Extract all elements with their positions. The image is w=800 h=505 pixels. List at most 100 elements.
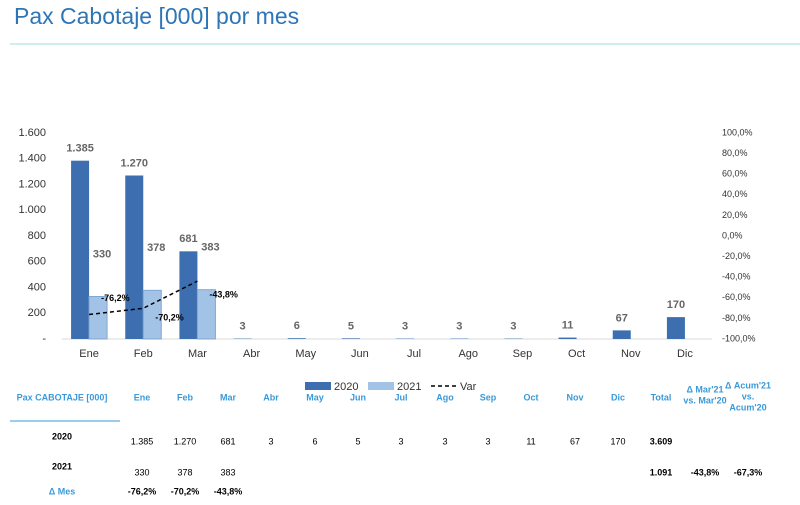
x-tick-label: Jul (407, 348, 421, 360)
legend-swatch (368, 382, 394, 390)
table-header: Oct (523, 392, 538, 402)
y-tick-label: 1.200 (18, 178, 46, 190)
x-tick-label: May (295, 348, 316, 360)
bar (558, 337, 577, 339)
table-cell: -67,3% (734, 467, 763, 477)
table-header: Sep (480, 392, 497, 402)
table-header: Total (651, 392, 672, 402)
table-header: Nov (566, 392, 583, 402)
bar (612, 330, 631, 339)
value-label: 378 (147, 242, 165, 254)
table-header: Jun (350, 392, 366, 402)
legend-label: Var (460, 381, 477, 393)
table-cell: -70,2% (171, 486, 200, 496)
y2-tick-label: 20,0% (722, 210, 748, 220)
table-cell: 3 (268, 436, 273, 446)
legend-label: 2021 (397, 381, 421, 393)
value-label: 11 (562, 319, 574, 331)
table-header: Dic (611, 392, 625, 402)
value-label: 3 (510, 321, 516, 333)
table-header: Acum'20 (729, 402, 766, 412)
table-cell: 6 (312, 436, 317, 446)
value-label: -76,2% (101, 293, 130, 303)
value-label: 170 (667, 299, 685, 311)
table-cell: Δ Mes (49, 486, 75, 496)
y-tick-label: 400 (28, 281, 46, 293)
bar (88, 296, 108, 340)
y2-tick-label: -40,0% (722, 272, 751, 282)
table-cell: -43,8% (214, 486, 243, 496)
value-label: -70,2% (155, 313, 184, 323)
y2-tick-label: -100,0% (722, 333, 756, 343)
table-header: Ago (436, 392, 454, 402)
value-label: 330 (93, 248, 111, 260)
y2-tick-label: 40,0% (722, 189, 748, 199)
y2-tick-label: -20,0% (722, 251, 751, 261)
table-header: Mar (220, 392, 237, 402)
line (88, 280, 198, 316)
y2-tick-label: 80,0% (722, 148, 748, 158)
y-tick-label: 800 (28, 230, 46, 242)
legend-swatch (305, 382, 331, 390)
x-tick-label: Jun (351, 348, 369, 360)
x-tick-label: Feb (134, 348, 153, 360)
table-cell: 2021 (52, 461, 72, 471)
table-cell: 383 (220, 467, 235, 477)
x-tick-label: Ene (79, 348, 99, 360)
value-label: 1.385 (66, 143, 94, 155)
y2-tick-label: 0,0% (722, 230, 743, 240)
table-cell: 3 (485, 436, 490, 446)
value-label: 67 (616, 312, 628, 324)
value-label: 383 (201, 242, 219, 254)
table-header: Δ Acum'21 (725, 380, 771, 390)
y2-tick-label: 60,0% (722, 169, 748, 179)
y-tick-label: 200 (28, 307, 46, 319)
table-cell: 3.609 (650, 436, 673, 446)
table-header: vs. (742, 391, 755, 401)
x-tick-label: Sep (513, 348, 533, 360)
bar (341, 338, 360, 339)
value-label: 3 (456, 321, 462, 333)
table-cell: 330 (134, 467, 149, 477)
x-tick-label: Abr (243, 348, 260, 360)
table-cell: 3 (442, 436, 447, 446)
x-tick-label: Mar (188, 348, 207, 360)
table-header: Jul (394, 392, 407, 402)
x-tick-label: Ago (458, 348, 478, 360)
bar (71, 160, 90, 339)
table-header: Abr (263, 392, 279, 402)
value-label: -43,8% (209, 289, 238, 299)
value-label: 5 (348, 320, 354, 332)
table-cell: 3 (398, 436, 403, 446)
table-cell: 681 (220, 436, 235, 446)
x-tick-label: Dic (677, 348, 693, 360)
table-header: Ene (134, 392, 151, 402)
bar (125, 175, 144, 339)
y-tick-label: 600 (28, 256, 46, 268)
table-cell: 2020 (52, 431, 72, 441)
table-cell: 11 (526, 436, 535, 446)
bar (179, 251, 198, 339)
table-cell: 170 (610, 436, 625, 446)
x-tick-label: Oct (568, 348, 585, 360)
legend-label: 2020 (334, 381, 358, 393)
value-label: 1.270 (120, 157, 148, 169)
bar (142, 289, 162, 340)
table-header: vs. Mar'20 (683, 395, 726, 405)
chart-title: Pax Cabotaje [000] por mes (14, 3, 299, 29)
table-cell: -43,8% (691, 467, 720, 477)
table-header: Feb (177, 392, 194, 402)
y2-tick-label: -60,0% (722, 292, 751, 302)
table-cell: 378 (177, 467, 192, 477)
y-tick-label: - (42, 333, 46, 345)
value-label: 3 (402, 321, 408, 333)
table-cell: 1.091 (650, 467, 673, 477)
table-cell: 5 (355, 436, 360, 446)
value-label: 681 (179, 233, 197, 245)
table-cell: 1.270 (174, 436, 197, 446)
x-tick-label: Nov (621, 348, 641, 360)
value-label: 6 (294, 320, 300, 332)
table-header: Pax CABOTAJE [000] (17, 392, 108, 402)
table-header: May (306, 392, 324, 402)
